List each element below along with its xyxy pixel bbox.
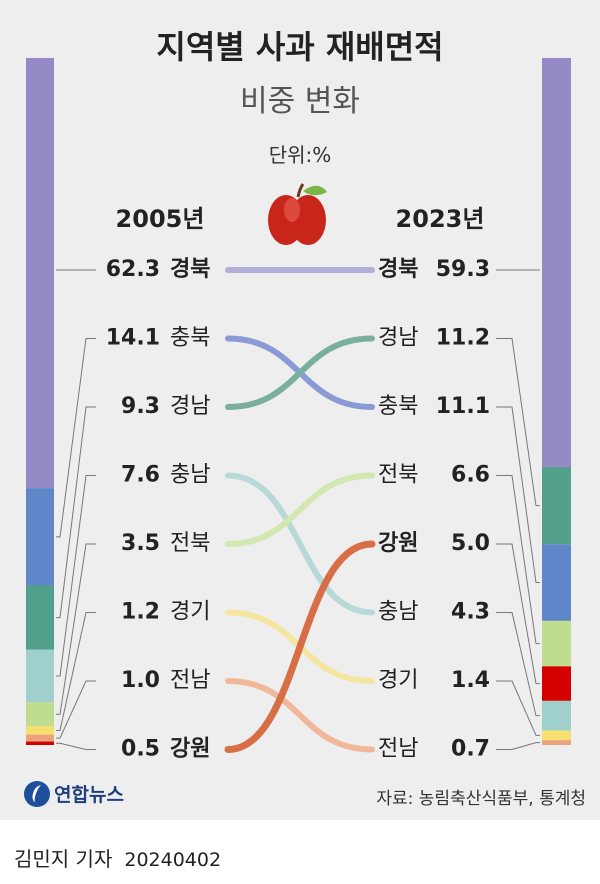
value-2023-전남: 0.7 xyxy=(451,737,490,762)
slope-line-충남 xyxy=(225,472,375,616)
logo-text: 연합뉴스 xyxy=(54,784,124,806)
publish-date: 20240402 xyxy=(124,849,222,871)
region-2023-전남: 전남 xyxy=(378,737,418,762)
connector-right-충북 xyxy=(496,406,540,584)
bar-segment-충북 xyxy=(26,488,54,586)
bar-segment-전북 xyxy=(542,620,571,667)
reporter-credit: 김민지 기자 20240402 xyxy=(14,843,221,872)
value-2023-경남: 11.2 xyxy=(436,326,490,351)
bar-segment-전남 xyxy=(542,740,571,745)
chart-subtitle: 비중 변화 xyxy=(240,84,360,119)
bar-2005 xyxy=(26,58,54,745)
region-2005-경남: 경남 xyxy=(170,394,210,419)
value-2023-강원: 5.0 xyxy=(451,531,490,556)
region-2005-전북: 전북 xyxy=(170,531,210,556)
region-2023-경남: 경남 xyxy=(378,326,418,351)
connector-right-경남 xyxy=(496,338,540,507)
footer xyxy=(0,820,600,884)
value-2005-전북: 3.5 xyxy=(121,531,160,556)
bar-segment-전남 xyxy=(26,734,54,742)
region-2023-경북: 경북 xyxy=(378,257,418,282)
value-2023-경기: 1.4 xyxy=(451,668,490,693)
region-2005-경기: 경기 xyxy=(170,600,210,625)
bar-segment-경기 xyxy=(542,730,571,741)
connector-right-전남 xyxy=(496,742,540,750)
bar-segment-경남 xyxy=(26,585,54,650)
connector-right-경기 xyxy=(496,680,540,736)
value-2023-충남: 4.3 xyxy=(451,600,490,625)
bar-segment-경기 xyxy=(26,726,54,735)
region-2023-충북: 충북 xyxy=(378,394,418,419)
year-2023-label: 2023년 xyxy=(396,205,485,233)
connector-left-전남 xyxy=(56,680,96,739)
value-2023-충북: 11.1 xyxy=(436,394,490,419)
bar-segment-경북 xyxy=(26,58,54,489)
connector-left-경기 xyxy=(56,612,96,731)
region-2023-전북: 전북 xyxy=(378,463,418,488)
region-2005-충북: 충북 xyxy=(170,326,210,351)
unit-label: 단위:% xyxy=(269,143,332,167)
connectors xyxy=(56,269,540,750)
slope-chart: 지역별 사과 재배면적 비중 변화 단위:% 2005년 2023년 62.3 경… xyxy=(26,28,571,762)
bar-segment-경북 xyxy=(542,58,571,468)
chart-title: 지역별 사과 재배면적 xyxy=(156,28,443,66)
region-2005-전남: 전남 xyxy=(170,668,210,693)
connector-right-전북 xyxy=(496,475,540,645)
slope-line-강원 xyxy=(224,540,376,753)
chart-area: 지역별 사과 재배면적 비중 변화 단위:% 2005년 2023년 62.3 경… xyxy=(0,0,600,820)
slope-line-전북 xyxy=(225,472,375,547)
value-2023-전북: 6.6 xyxy=(451,463,490,488)
connector-left-충북 xyxy=(56,338,96,538)
region-2005-강원: 강원 xyxy=(170,737,210,762)
bar-segment-충남 xyxy=(542,700,571,731)
slope-line-경남 xyxy=(225,335,375,410)
reporter-name: 김민지 기자 xyxy=(14,847,113,871)
slope-lines xyxy=(224,266,376,753)
bar-segment-충남 xyxy=(26,649,54,703)
source-text: 자료: 농림축산식품부, 통계청 xyxy=(376,789,586,809)
value-2005-경남: 9.3 xyxy=(121,394,160,419)
value-2005-전남: 1.0 xyxy=(121,668,160,693)
value-2005-경북: 62.3 xyxy=(106,257,160,282)
value-2005-강원: 0.5 xyxy=(121,737,160,762)
slope-line-전남 xyxy=(225,678,375,753)
connector-left-충남 xyxy=(56,475,96,677)
yonhap-logo-icon xyxy=(24,780,50,807)
region-2023-강원: 강원 xyxy=(378,531,418,556)
apple-icon xyxy=(268,183,327,245)
bar-segment-강원 xyxy=(542,666,571,701)
region-2005-경북: 경북 xyxy=(170,257,210,282)
connector-left-강원 xyxy=(56,742,96,750)
bar-segment-전북 xyxy=(26,702,54,727)
value-2005-경기: 1.2 xyxy=(121,600,160,625)
bar-segment-충북 xyxy=(542,544,571,621)
connector-left-경남 xyxy=(56,406,96,619)
year-2005-label: 2005년 xyxy=(116,205,205,233)
region-2023-경기: 경기 xyxy=(378,668,418,693)
bar-segment-경남 xyxy=(542,467,571,545)
yonhap-logo: 연합뉴스 xyxy=(24,780,124,807)
connector-right-강원 xyxy=(496,543,540,685)
connector-left-전북 xyxy=(56,543,96,715)
region-2023-충남: 충남 xyxy=(378,600,418,625)
value-2023-경북: 59.3 xyxy=(436,257,490,282)
connector-right-충남 xyxy=(496,612,540,717)
bar-2023 xyxy=(542,58,571,745)
region-2005-충남: 충남 xyxy=(170,463,210,488)
value-2005-충남: 7.6 xyxy=(121,463,160,488)
value-2005-충북: 14.1 xyxy=(106,326,160,351)
bar-segment-강원 xyxy=(26,741,54,745)
